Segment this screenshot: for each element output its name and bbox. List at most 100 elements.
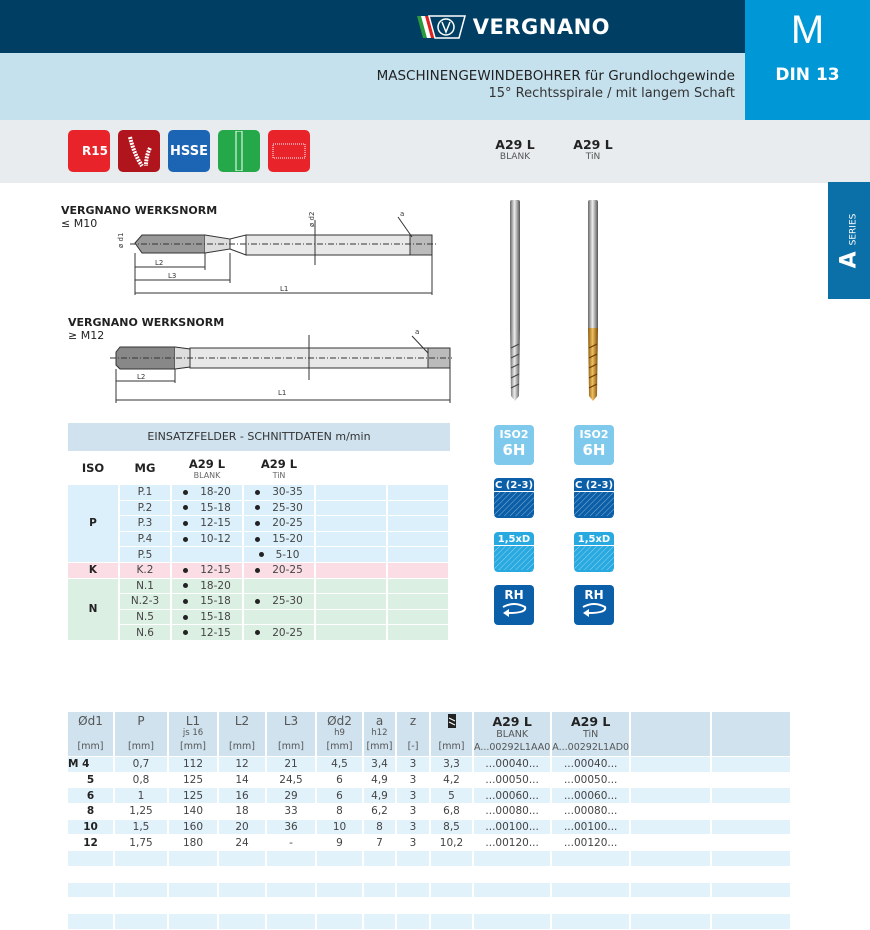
empty-cell bbox=[316, 485, 386, 500]
dim-cell bbox=[474, 867, 550, 882]
speed-value: 10-12 bbox=[200, 533, 231, 546]
long-shank-icon bbox=[218, 130, 260, 172]
dim-cell bbox=[364, 882, 395, 898]
tap-drawing-large: L2 L1 a bbox=[110, 328, 452, 403]
material-group: P.2 bbox=[120, 500, 170, 516]
suitable-dot-icon bbox=[183, 598, 189, 604]
speed-value: 18-20 bbox=[200, 579, 231, 592]
empty-header bbox=[631, 712, 710, 756]
dim-cell bbox=[115, 898, 167, 913]
speed-value: 30-35 bbox=[272, 486, 303, 499]
dim-cell: 6 bbox=[336, 774, 343, 787]
suitable-dot-icon bbox=[183, 583, 189, 589]
speed-value: 25-30 bbox=[272, 501, 303, 514]
dim-row: M 4 0,7 112 12 21 4,5 3,4 3 3,3 ...00040... ...000… bbox=[68, 757, 790, 772]
empty-cell bbox=[316, 594, 386, 609]
dim-cell bbox=[364, 851, 395, 866]
dim-cell bbox=[631, 882, 710, 898]
speed-blank: 18-20 bbox=[172, 578, 242, 594]
dim-cell: 160 bbox=[169, 819, 217, 835]
dim-cell bbox=[397, 898, 429, 913]
dim-row: 12 1,75 180 24 - 9 7 3 10,2 ...00120... ...00120..… bbox=[68, 835, 790, 850]
badge-text: ISO2 bbox=[579, 428, 609, 441]
dim-col-header: L2 [mm] bbox=[219, 712, 265, 756]
product-code: A...00292L1AA0 bbox=[474, 742, 551, 753]
suitable-dot-icon bbox=[255, 536, 261, 542]
cutting-row: N N.1 18-20 bbox=[68, 578, 448, 640]
badge-text: 6H bbox=[502, 441, 526, 459]
empty-cell bbox=[388, 516, 448, 531]
dim-cell: ...00050... bbox=[485, 774, 539, 787]
suitable-dot-icon bbox=[183, 630, 189, 636]
dim-row bbox=[68, 851, 790, 866]
drill-icon bbox=[447, 714, 456, 728]
dim-cell bbox=[631, 757, 710, 772]
dim-cell: 10,2 bbox=[439, 836, 464, 849]
dim-row bbox=[68, 882, 790, 898]
empty-header bbox=[711, 712, 790, 756]
dim-cell: 21 bbox=[267, 757, 315, 772]
tolerance-badge: ISO2 6H bbox=[494, 425, 534, 465]
speed-blank: 12-15 bbox=[172, 562, 242, 578]
dim-cell bbox=[267, 882, 315, 898]
dim-cell bbox=[219, 913, 265, 929]
cutting-row: N.5 15-18 bbox=[68, 609, 448, 625]
series-letter: A bbox=[836, 250, 862, 268]
product-coating: TiN bbox=[272, 470, 286, 480]
speed-value: 15-18 bbox=[200, 611, 231, 624]
svg-text:L1: L1 bbox=[278, 389, 286, 397]
dim-cell: 0,7 bbox=[115, 757, 167, 772]
material-group: N.1 bbox=[120, 578, 170, 594]
dim-cell bbox=[317, 851, 362, 866]
dim-row bbox=[68, 867, 790, 882]
dim-cell: 180 bbox=[182, 836, 204, 849]
suitable-dot-icon bbox=[183, 505, 189, 511]
dim-cell: 6 bbox=[68, 788, 113, 804]
speed-tin: 20-25 bbox=[244, 516, 314, 531]
empty-cell bbox=[388, 578, 448, 594]
speed-blank bbox=[172, 547, 242, 562]
badge-text: C (2-3) bbox=[574, 480, 614, 492]
dim-col-name: L2 bbox=[234, 714, 250, 728]
dim-cell: 125 bbox=[169, 788, 217, 804]
svg-text:L3: L3 bbox=[168, 272, 176, 280]
suitable-dot-icon bbox=[255, 520, 261, 526]
badge-text: ISO2 bbox=[499, 428, 529, 441]
series-label: SERIES bbox=[848, 213, 859, 245]
speed-value: 5-10 bbox=[275, 548, 300, 561]
empty-cell bbox=[388, 485, 448, 500]
empty-cell bbox=[388, 625, 448, 640]
dim-cell bbox=[115, 913, 167, 929]
dim-col-header: L1 js 16 [mm] bbox=[169, 712, 217, 756]
empty-cell bbox=[316, 516, 386, 531]
dim-cell: 3,3 bbox=[431, 757, 472, 772]
dim-cell: M 4 bbox=[68, 757, 113, 772]
dim-cell: 8 bbox=[364, 819, 395, 835]
dim-cell bbox=[711, 788, 790, 804]
icon-label: HSSE bbox=[170, 143, 208, 159]
dim-cell: ...00080... bbox=[485, 805, 539, 818]
dim-tolerance bbox=[397, 728, 429, 739]
dim-cell bbox=[397, 882, 429, 898]
dim-row: 8 1,25 140 18 33 8 6,2 3 6,8 ...00080... ...00080.… bbox=[68, 804, 790, 819]
dim-tolerance bbox=[68, 728, 113, 739]
speed-tin: 20-25 bbox=[244, 562, 314, 578]
dim-row bbox=[68, 898, 790, 913]
series-tab[interactable]: A SERIES bbox=[828, 182, 870, 299]
depth-badge: 1,5xD bbox=[574, 532, 614, 572]
dim-col-product: A29 L TiN A...00292L1AD0 bbox=[552, 712, 630, 756]
thread-icon bbox=[268, 130, 310, 172]
tool-image-blank bbox=[510, 200, 520, 401]
chamfer-badge: C (2-3) bbox=[574, 478, 614, 518]
dim-cell: 29 bbox=[267, 788, 315, 804]
badge-text: 1,5xD bbox=[494, 534, 534, 546]
suitable-dot-icon bbox=[183, 520, 189, 526]
empty-cell bbox=[316, 500, 386, 516]
page-subtitle: 15° Rechtsspirale / mit langem Schaft bbox=[488, 86, 736, 101]
dim-cell bbox=[631, 819, 710, 835]
dim-cell: 1,5 bbox=[115, 819, 167, 835]
dim-cell bbox=[317, 867, 362, 882]
dim-tolerance: h12 bbox=[371, 728, 388, 738]
product-header-tin: A29 L TiN bbox=[563, 137, 623, 162]
right-hand-badge: RH bbox=[494, 585, 534, 625]
